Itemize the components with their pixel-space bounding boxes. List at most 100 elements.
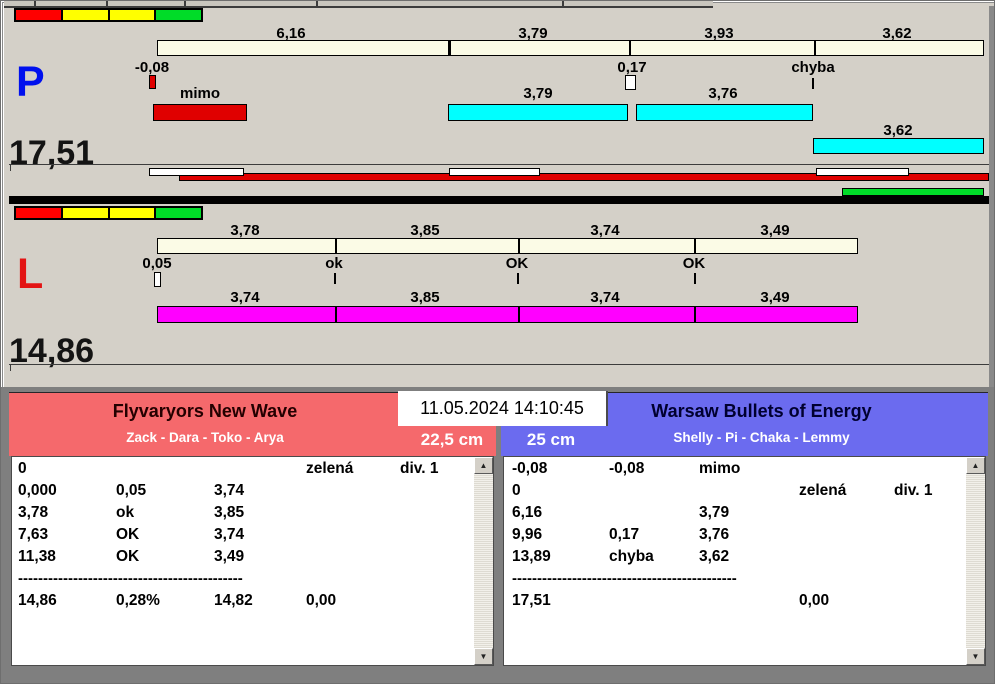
p-baseline xyxy=(9,164,989,165)
top-strip-tick xyxy=(184,1,186,6)
p-marker-bar-white xyxy=(625,75,636,90)
panel-l-letter: L xyxy=(17,250,44,298)
result-cell: OK xyxy=(116,548,140,565)
result-cell: 0,05 xyxy=(116,482,147,499)
result-cell: ok xyxy=(116,504,135,521)
p-marker-label-3: chyba xyxy=(791,59,835,76)
total-cell: 17,51 xyxy=(512,592,551,609)
panel-p-letter: P xyxy=(16,58,45,106)
top-strip-tick xyxy=(34,1,36,6)
result-cell: chyba xyxy=(609,548,654,565)
result-cell: zelená xyxy=(799,482,847,499)
top-strip-tick xyxy=(106,1,108,6)
total-cell: 14,86 xyxy=(18,592,57,609)
left-list-scrollbar[interactable]: ▲ ▼ xyxy=(474,457,493,665)
p-split-label-2: 3,79 xyxy=(518,25,548,42)
left-lane-height: 22,5 cm xyxy=(420,430,484,449)
p-attempt-label-2: 3,79 xyxy=(523,85,553,102)
left-team-results-list[interactable]: 0 zelená div. 1 0,000 0,05 3,74 3,78 ok … xyxy=(11,456,494,666)
panel-l-total: 14,86 xyxy=(9,332,95,370)
p-split-label-1: 6,16 xyxy=(276,25,306,42)
p-split-segment xyxy=(158,41,448,55)
right-team-panel: Warsaw Bullets of Energy Shelly - Pi - C… xyxy=(501,392,988,668)
l-attempt-segment xyxy=(518,307,694,322)
scroll-up-button[interactable]: ▲ xyxy=(966,457,985,474)
right-team-name: Warsaw Bullets of Energy xyxy=(651,401,872,421)
result-cell: -0,08 xyxy=(609,460,645,477)
l-split-segment xyxy=(518,239,694,253)
status-square xyxy=(154,208,201,218)
right-team-members: Shelly - Pi - Chaka - Lemmy xyxy=(673,430,850,445)
status-square xyxy=(107,10,155,20)
right-lane-height: 25 cm xyxy=(526,430,576,449)
scroll-down-icon: ▼ xyxy=(479,652,488,661)
datetime-display: 11.05.2024 14:10:45 xyxy=(398,391,608,426)
l-split-label-3: 3,74 xyxy=(590,222,620,239)
left-team-members: Zack - Dara - Toko - Arya xyxy=(126,430,284,445)
p-overview-white-2 xyxy=(449,168,540,176)
result-cell: 0,000 xyxy=(18,482,57,499)
l-split-label-1: 3,78 xyxy=(230,222,260,239)
result-cell: OK xyxy=(116,526,140,543)
l-baseline xyxy=(9,364,989,365)
p-attempt-bar-4 xyxy=(813,138,984,154)
l-baseline-tick xyxy=(10,364,11,371)
p-attempt-label-1: mimo xyxy=(179,85,221,102)
status-square xyxy=(107,208,155,218)
datetime-text: 11.05.2024 14:10:45 xyxy=(420,398,584,418)
l-marker-bar-white xyxy=(154,272,161,287)
scroll-down-button[interactable]: ▼ xyxy=(474,648,493,665)
result-cell: 3,78 xyxy=(18,504,49,521)
l-marker-label-2: ok xyxy=(325,255,343,272)
result-cell: zelená xyxy=(306,460,354,477)
status-square xyxy=(154,10,201,20)
p-baseline-tick xyxy=(10,164,11,171)
l-attempt-bar xyxy=(157,306,858,323)
p-attempt-label-3: 3,76 xyxy=(708,85,738,102)
l-split-label-4: 3,49 xyxy=(760,222,790,239)
left-team-name: Flyvaryors New Wave xyxy=(112,401,298,421)
l-marker-label-1: 0,05 xyxy=(142,255,172,272)
result-cell: div. 1 xyxy=(894,482,933,499)
scroll-down-button[interactable]: ▼ xyxy=(966,648,985,665)
scroll-up-button[interactable]: ▲ xyxy=(474,457,493,474)
result-cell: 3,49 xyxy=(214,548,245,565)
l-attempt-segment xyxy=(158,307,335,322)
panel-l-status-squares xyxy=(14,206,203,220)
scroll-down-icon: ▼ xyxy=(971,652,980,661)
p-attempt-bar-2 xyxy=(448,104,628,121)
p-split-segment xyxy=(448,41,629,55)
l-attempt-label-1: 3,74 xyxy=(230,289,260,306)
result-cell: 3,79 xyxy=(699,504,730,521)
l-marker-tick xyxy=(694,273,696,284)
right-list-scrollbar[interactable]: ▲ ▼ xyxy=(966,457,985,665)
l-split-segment xyxy=(694,239,857,253)
scroll-up-icon: ▲ xyxy=(971,461,980,470)
result-cell: mimo xyxy=(699,460,741,477)
l-marker-tick xyxy=(334,273,336,284)
p-overview-white-1 xyxy=(149,168,244,176)
l-attempt-label-2: 3,85 xyxy=(410,289,440,306)
l-split-label-2: 3,85 xyxy=(410,222,440,239)
p-overview-white-3 xyxy=(816,168,909,176)
p-overview-green xyxy=(842,188,984,196)
total-cell: 0,00 xyxy=(799,592,830,609)
top-strip-tick xyxy=(562,1,564,6)
right-team-results-list[interactable]: -0,08 -0,08 mimo 0 zelená div. 1 6,16 3,… xyxy=(503,456,986,666)
l-split-bar xyxy=(157,238,858,254)
result-cell: 3,76 xyxy=(699,526,730,543)
result-cell: 0 xyxy=(512,482,521,499)
panel-p-status-squares xyxy=(14,8,203,22)
l-marker-label-4: OK xyxy=(682,255,706,272)
l-attempt-segment xyxy=(694,307,857,322)
results-separator: ----------------------------------------… xyxy=(18,570,243,587)
result-cell: 9,96 xyxy=(512,526,543,543)
p-split-segment xyxy=(814,41,983,55)
result-cell: div. 1 xyxy=(400,460,439,477)
result-cell: 11,38 xyxy=(18,548,56,565)
l-split-segment xyxy=(158,239,335,253)
l-attempt-segment xyxy=(335,307,518,322)
top-edge-strip xyxy=(4,1,713,8)
p-marker-label-2: 0,17 xyxy=(617,59,647,76)
